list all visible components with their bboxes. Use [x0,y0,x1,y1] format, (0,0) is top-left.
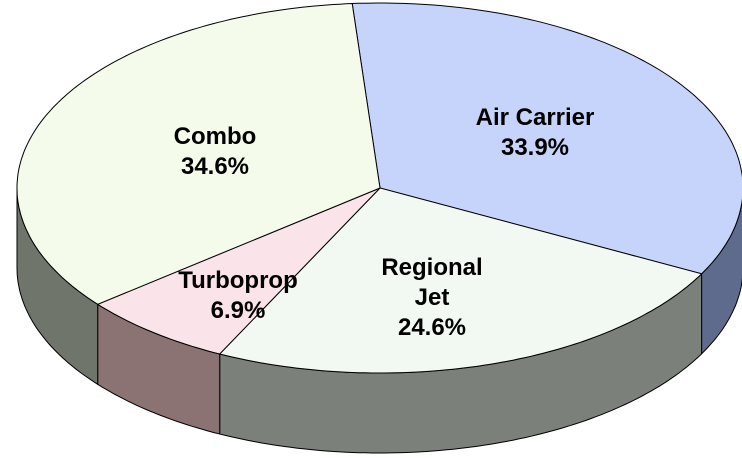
category-label: Combo [173,123,257,150]
value-label: 6.9% [210,297,266,324]
slice [16,2,381,305]
value-label: 34.6% [180,153,250,180]
slice-label: Air Carrier 33.9% [435,103,635,163]
category-label: Regional Jet [381,254,483,311]
slice-label: Regional Jet 24.6% [362,253,502,343]
slice [218,187,703,374]
category-label: Turboprop [178,267,298,294]
slice-label: Combo 34.6% [135,122,295,182]
value-label: 24.6% [397,314,467,341]
slice-label: Turboprop 6.9% [158,266,318,326]
value-label: 33.9% [500,134,570,161]
category-label: Air Carrier [475,104,595,131]
slice [96,187,381,355]
